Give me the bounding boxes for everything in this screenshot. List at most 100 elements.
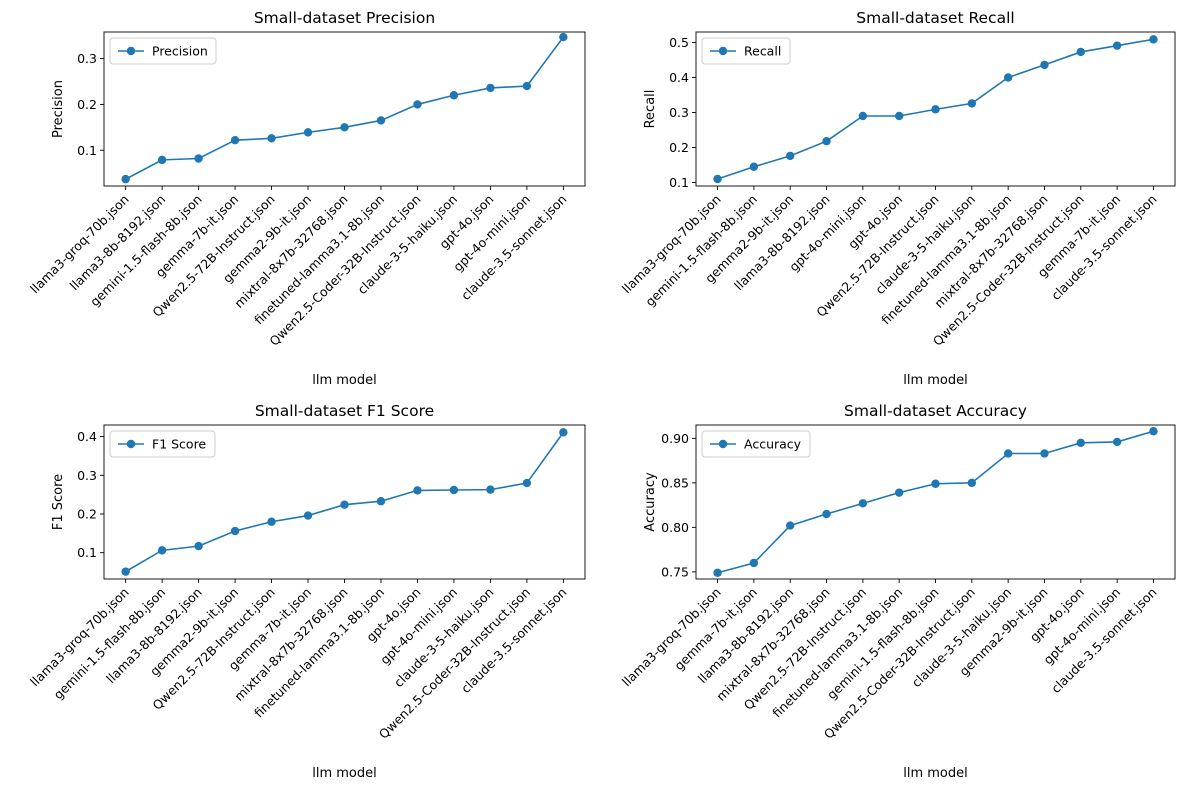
data-point	[157, 546, 167, 555]
axes-frame	[695, 31, 1176, 187]
data-point	[786, 151, 795, 161]
y-tick-label: 0.1	[669, 175, 689, 190]
data-point	[449, 485, 459, 495]
legend-box	[701, 430, 811, 458]
legend: Recall	[701, 37, 791, 65]
x-axis-label: llm model	[312, 766, 377, 781]
data-point	[376, 497, 386, 506]
legend-marker	[126, 46, 136, 56]
y-tick-label: 0.1	[77, 545, 97, 560]
data-point	[1003, 73, 1013, 82]
legend-box	[109, 37, 217, 65]
axes-frame	[695, 424, 1176, 580]
x-axis-label: llm model	[903, 373, 968, 388]
data-point	[749, 558, 759, 568]
data-point	[522, 81, 532, 91]
data-point	[894, 488, 904, 497]
data-point	[749, 162, 759, 171]
data-point	[230, 135, 240, 145]
data-point	[1003, 449, 1013, 458]
y-tick-label: 0.4	[77, 429, 97, 444]
legend: F1 Score	[109, 430, 216, 458]
data-point	[376, 116, 386, 125]
y-axis-label: Accuracy	[643, 472, 658, 532]
data-point	[1149, 427, 1158, 436]
data-point	[1149, 35, 1158, 44]
data-point	[858, 499, 868, 508]
legend-box	[701, 37, 791, 65]
data-point	[1040, 60, 1049, 70]
legend: Precision	[109, 37, 217, 65]
legend: Accuracy	[701, 430, 811, 458]
chart-title: Small-dataset F1 Score	[255, 402, 434, 420]
legend-box	[109, 430, 216, 458]
subplot-1: Small-dataset Precision Precision 0.1 0.2 0.…	[27, 9, 586, 388]
y-tick-label: 0.3	[669, 105, 689, 120]
data-point	[194, 541, 203, 551]
data-point	[121, 174, 130, 184]
y-tick-label: 0.2	[669, 140, 689, 155]
data-point	[449, 91, 459, 100]
chart-title: Small-dataset Recall	[856, 9, 1014, 27]
data-point	[340, 500, 349, 509]
data-point	[157, 155, 167, 165]
y-tick-label: 0.90	[661, 431, 689, 446]
data-point	[713, 568, 722, 577]
y-axis-label: Precision	[51, 80, 66, 138]
data-point	[486, 485, 495, 494]
chart-title: Small-dataset Precision	[254, 9, 435, 27]
data-point	[230, 526, 240, 536]
y-tick-label: 0.3	[77, 51, 97, 66]
x-axis-label: llm model	[903, 766, 968, 781]
legend-marker	[718, 439, 728, 449]
y-tick-label: 0.85	[661, 475, 689, 490]
data-point	[267, 134, 276, 143]
legend-marker	[718, 46, 728, 56]
y-tick-label: 0.4	[669, 70, 689, 85]
data-point	[1076, 438, 1085, 448]
y-tick-label: 0.1	[77, 143, 97, 158]
y-tick-label: 0.80	[661, 520, 689, 535]
legend-label: Precision	[152, 44, 208, 59]
subplot-4: Small-dataset Accuracy Accuracy 0.75 0.80 0.…	[619, 402, 1176, 781]
legend-label: F1 Score	[152, 437, 206, 452]
data-point	[413, 486, 422, 495]
y-axis-label: F1 Score	[51, 474, 66, 530]
subplot-3: Small-dataset F1 Score F1 Score 0.1 0.2 0.3 0…	[27, 402, 586, 781]
data-point	[121, 567, 130, 576]
data-point	[303, 128, 313, 137]
data-point	[522, 478, 532, 488]
x-axis-label: llm model	[312, 373, 377, 388]
subplot-2: Small-dataset Recall Recall 0.1 0.2 0.3 0.4 0.…	[619, 9, 1176, 388]
data-point	[786, 521, 795, 530]
data-point	[931, 105, 940, 114]
legend-label: Accuracy	[744, 437, 802, 452]
data-point	[894, 111, 904, 121]
data-point	[1112, 437, 1122, 447]
data-point	[267, 517, 276, 526]
data-point	[559, 428, 568, 437]
data-point	[967, 478, 977, 488]
axes-frame	[103, 31, 586, 187]
legend-marker	[126, 439, 136, 449]
data-point	[486, 83, 495, 93]
y-axis-label: Recall	[643, 90, 658, 129]
data-point	[822, 509, 831, 519]
y-tick-label: 0.75	[661, 564, 689, 579]
data-point	[413, 100, 422, 109]
data-point	[1076, 47, 1085, 57]
axes-frame	[103, 424, 586, 580]
data-point	[559, 32, 568, 42]
y-tick-label: 0.2	[77, 506, 97, 521]
data-point	[713, 174, 722, 184]
y-tick-label: 0.3	[77, 468, 97, 483]
data-point	[1112, 41, 1122, 50]
data-point	[967, 99, 977, 108]
data-point	[858, 111, 868, 121]
data-point	[822, 137, 831, 146]
data-point	[931, 479, 940, 488]
data-point	[194, 154, 203, 163]
chart-title: Small-dataset Accuracy	[844, 402, 1027, 420]
data-point	[1040, 449, 1049, 458]
